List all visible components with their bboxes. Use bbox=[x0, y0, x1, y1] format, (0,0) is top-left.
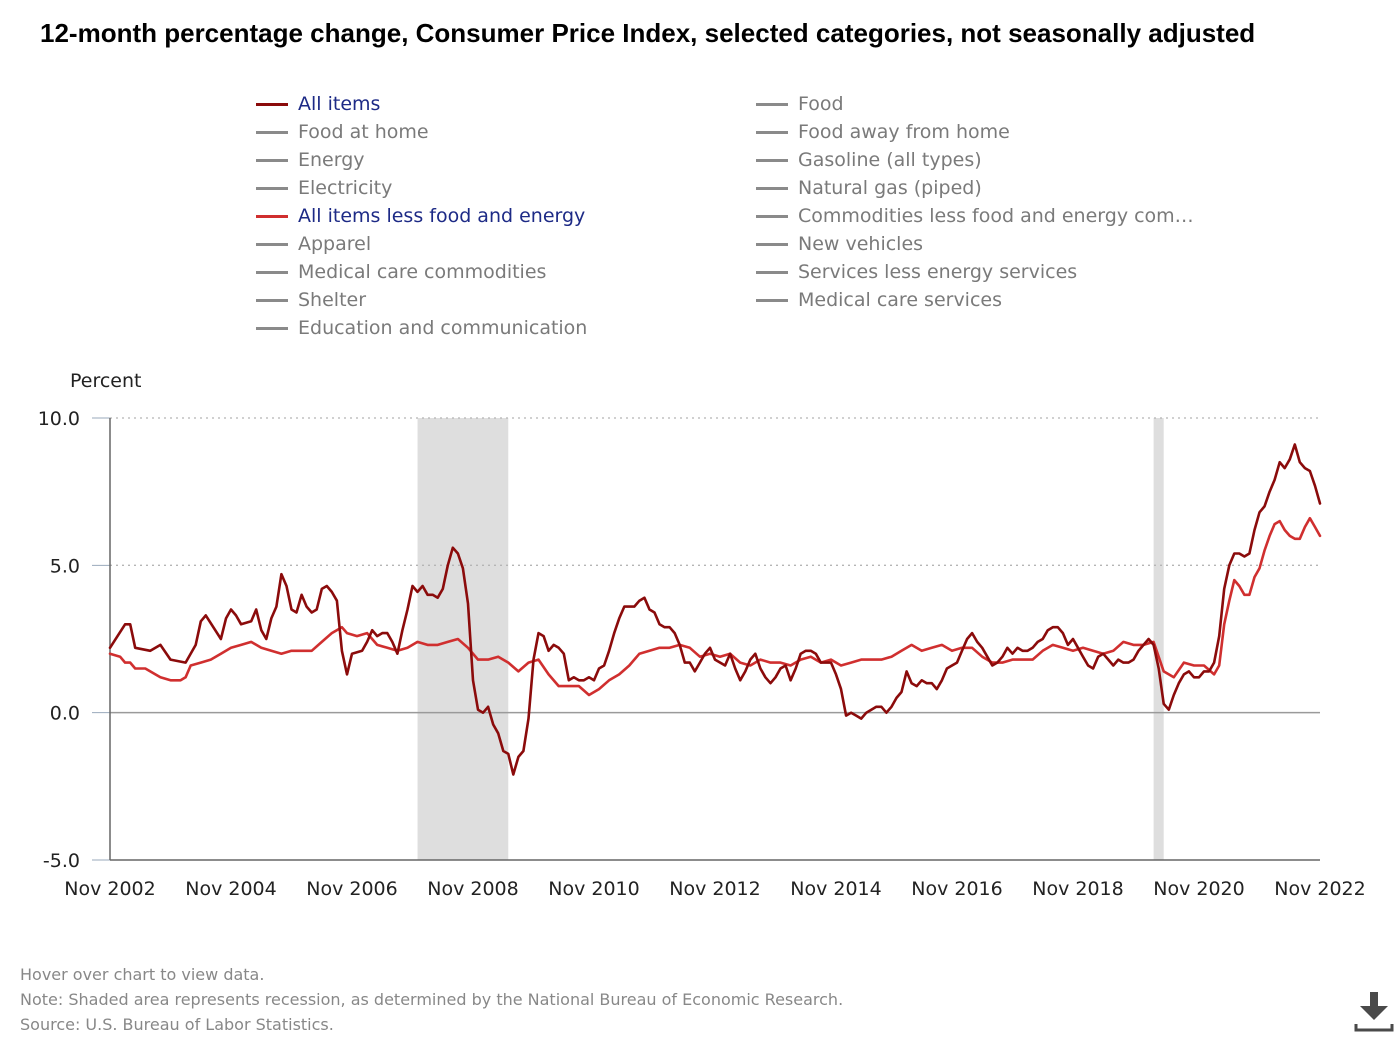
legend-item-medical-care-commodities[interactable]: Medical care commodities bbox=[256, 258, 587, 286]
series-line-all-items[interactable] bbox=[108, 443, 1322, 776]
legend-column-1: All items Food at home Energy Electricity Al… bbox=[256, 90, 587, 342]
legend-swatch bbox=[756, 298, 788, 302]
hover-hint: Hover over chart to view data. bbox=[20, 965, 265, 984]
x-tick-label: Nov 2004 bbox=[185, 878, 276, 900]
legend-item-all-items[interactable]: All items bbox=[256, 90, 587, 118]
y-tick-label: 5.0 bbox=[50, 555, 80, 577]
x-tick-label: Nov 2006 bbox=[306, 878, 397, 900]
x-tick-label: Nov 2014 bbox=[790, 878, 881, 900]
legend-label: Education and communication bbox=[298, 317, 588, 339]
legend-label: Gasoline (all types) bbox=[798, 149, 982, 171]
legend-item-food[interactable]: Food bbox=[756, 90, 1194, 118]
legend-label: Apparel bbox=[298, 233, 372, 255]
legend-item-commodities-less-food-and-energy-com[interactable]: Commodities less food and energy com… bbox=[756, 202, 1194, 230]
line-chart[interactable]: Percent 10.0 5.0 0.0 -5.0 Nov 2002 Nov 2004 No… bbox=[0, 360, 1400, 920]
y-tick-label: 0.0 bbox=[50, 703, 80, 725]
recession-band bbox=[1153, 418, 1164, 860]
legend-label: All items bbox=[298, 93, 381, 115]
legend-label: Shelter bbox=[298, 289, 367, 311]
legend-swatch bbox=[256, 326, 288, 330]
legend-swatch bbox=[256, 242, 288, 246]
legend-item-food-at-home[interactable]: Food at home bbox=[256, 118, 587, 146]
chart-title: 12-month percentage change, Consumer Pri… bbox=[40, 18, 1256, 48]
y-axis-label: Percent bbox=[70, 370, 142, 392]
legend-label: Commodities less food and energy com… bbox=[798, 205, 1194, 227]
legend-swatch bbox=[756, 270, 788, 274]
axes: 10.0 5.0 0.0 -5.0 Nov 2002 Nov 2004 Nov 2006 No… bbox=[38, 408, 1366, 900]
x-tick-label: Nov 2016 bbox=[911, 878, 1002, 900]
legend-label: Energy bbox=[298, 149, 365, 171]
x-tick-label: Nov 2008 bbox=[427, 878, 518, 900]
legend-item-shelter[interactable]: Shelter bbox=[256, 286, 587, 314]
source-note: Source: U.S. Bureau of Labor Statistics. bbox=[20, 1015, 334, 1034]
x-tick-label: Nov 2018 bbox=[1032, 878, 1123, 900]
legend-label: All items less food and energy bbox=[298, 205, 586, 227]
legend-item-new-vehicles[interactable]: New vehicles bbox=[756, 230, 1194, 258]
legend-swatch bbox=[756, 102, 788, 106]
y-tick-label: -5.0 bbox=[43, 850, 80, 872]
gridlines bbox=[110, 417, 1320, 714]
legend-label: Food away from home bbox=[798, 121, 1010, 143]
legend-label: Natural gas (piped) bbox=[798, 177, 982, 199]
recession-note: Note: Shaded area represents recession, … bbox=[20, 990, 844, 1009]
recession-band bbox=[417, 418, 509, 860]
legend-item-apparel[interactable]: Apparel bbox=[256, 230, 587, 258]
legend-item-energy[interactable]: Energy bbox=[256, 146, 587, 174]
series-lines bbox=[108, 443, 1322, 776]
legend-label: New vehicles bbox=[798, 233, 924, 255]
legend-item-food-away-from-home[interactable]: Food away from home bbox=[756, 118, 1194, 146]
legend-label: Electricity bbox=[298, 177, 393, 199]
legend-swatch bbox=[256, 214, 288, 218]
legend-swatch bbox=[256, 270, 288, 274]
footnotes: Hover over chart to view data. Note: Sha… bbox=[20, 962, 843, 1037]
legend-item-services-less-energy-services[interactable]: Services less energy services bbox=[756, 258, 1194, 286]
y-tick-label: 10.0 bbox=[38, 408, 80, 430]
legend-swatch bbox=[756, 242, 788, 246]
x-tick-label: Nov 2010 bbox=[548, 878, 639, 900]
series-line-all-items-less-food-and-energy[interactable] bbox=[108, 516, 1322, 697]
download-icon[interactable] bbox=[1352, 990, 1396, 1034]
legend-column-2: Food Food away from home Gasoline (all typ… bbox=[756, 90, 1194, 314]
legend-label: Food at home bbox=[298, 121, 429, 143]
legend-label: Medical care services bbox=[798, 289, 1002, 311]
legend-swatch bbox=[756, 186, 788, 190]
legend-item-gasoline-all-types[interactable]: Gasoline (all types) bbox=[756, 146, 1194, 174]
legend-item-education-and-communication[interactable]: Education and communication bbox=[256, 314, 587, 342]
legend-item-electricity[interactable]: Electricity bbox=[256, 174, 587, 202]
legend-swatch bbox=[756, 158, 788, 162]
x-tick-label: Nov 2012 bbox=[669, 878, 760, 900]
recession-shading bbox=[417, 418, 1164, 860]
legend-swatch bbox=[256, 102, 288, 106]
legend-item-all-items-less-food-and-energy[interactable]: All items less food and energy bbox=[256, 202, 587, 230]
x-tick-label: Nov 2022 bbox=[1274, 878, 1365, 900]
legend-swatch bbox=[256, 298, 288, 302]
x-tick-label: Nov 2002 bbox=[64, 878, 155, 900]
legend-swatch bbox=[256, 158, 288, 162]
legend-label: Medical care commodities bbox=[298, 261, 547, 283]
legend-swatch bbox=[256, 186, 288, 190]
legend-item-natural-gas-piped[interactable]: Natural gas (piped) bbox=[756, 174, 1194, 202]
legend-swatch bbox=[756, 214, 788, 218]
x-tick-label: Nov 2020 bbox=[1153, 878, 1244, 900]
legend-label: Services less energy services bbox=[798, 261, 1078, 283]
legend-label: Food bbox=[798, 93, 844, 115]
legend-item-medical-care-services[interactable]: Medical care services bbox=[756, 286, 1194, 314]
legend-swatch bbox=[756, 130, 788, 134]
legend-swatch bbox=[256, 130, 288, 134]
